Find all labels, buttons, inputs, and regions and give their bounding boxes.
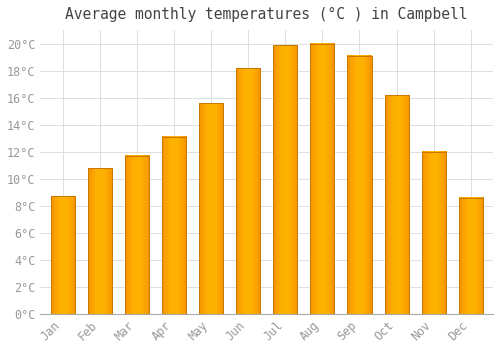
Bar: [458, 198, 483, 314]
Bar: [199, 103, 223, 314]
Bar: [236, 68, 260, 314]
Bar: [348, 56, 372, 314]
Title: Average monthly temperatures (°C ) in Campbell: Average monthly temperatures (°C ) in Ca…: [66, 7, 468, 22]
Bar: [50, 196, 74, 314]
Bar: [162, 137, 186, 314]
Bar: [310, 44, 334, 314]
Bar: [422, 152, 446, 314]
Bar: [88, 168, 112, 314]
Bar: [273, 45, 297, 314]
Bar: [384, 95, 408, 314]
Bar: [124, 156, 149, 314]
